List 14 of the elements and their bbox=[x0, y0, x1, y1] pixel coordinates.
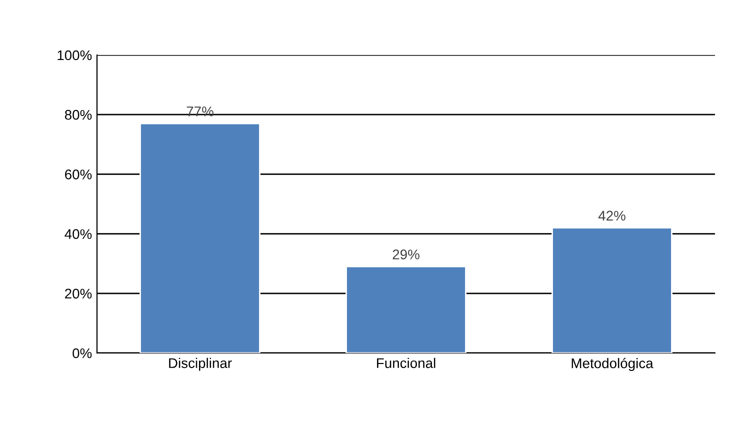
x-tick-label: Disciplinar bbox=[169, 358, 232, 371]
y-tick-label: 0% bbox=[72, 348, 92, 358]
y-tick-label: 80% bbox=[64, 110, 92, 120]
data-label: 42% bbox=[598, 210, 626, 221]
bar bbox=[552, 227, 672, 353]
bar bbox=[140, 122, 260, 353]
y-tick-label: 100% bbox=[58, 50, 92, 60]
bar bbox=[346, 266, 466, 353]
x-tick-label: Metodológica bbox=[572, 358, 654, 371]
data-label: 29% bbox=[392, 250, 420, 260]
y-tick-label: 40% bbox=[64, 229, 92, 239]
y-tick-label: 20% bbox=[65, 288, 92, 299]
y-tick-label: 60% bbox=[65, 170, 92, 180]
x-tick-label: Funcional bbox=[377, 358, 436, 368]
